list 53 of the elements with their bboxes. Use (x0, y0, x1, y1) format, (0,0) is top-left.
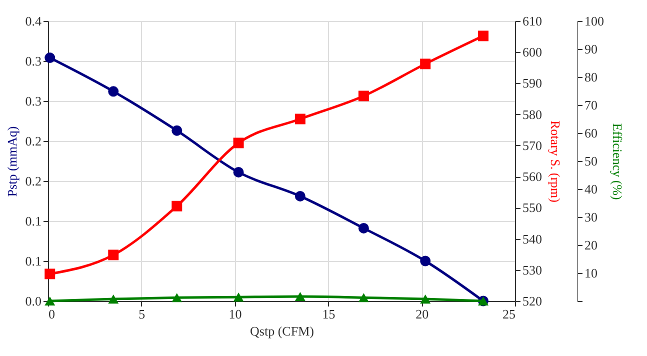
point (108, 86, 119, 97)
y2-tick-label: 530 (522, 262, 542, 278)
point (172, 200, 182, 212)
point (358, 90, 369, 102)
x-axis-title: Qstp (CFM) (250, 324, 314, 338)
y2-tick-label: 610 (522, 14, 542, 28)
y3-tick-label: 20 (584, 238, 598, 252)
y-tick-label: 0.3 (25, 94, 42, 108)
y-tick-label: 0.1 (25, 254, 42, 268)
y-tick-label: 0.0 (25, 294, 42, 308)
x-tick-label: 25 (502, 306, 516, 322)
y3-tick-label: 40 (584, 182, 598, 196)
point (420, 58, 431, 70)
y3-axis-title: Efficiency (%) (610, 123, 625, 200)
y3-tick-label: 10 (584, 266, 598, 280)
point (44, 268, 56, 280)
y2-tick-label: 520 (522, 294, 542, 308)
point (478, 30, 488, 42)
y2-tick-label: 580 (522, 106, 542, 122)
x-tick-label: 20 (416, 306, 429, 322)
point (420, 256, 431, 266)
y2-tick-label: 540 (522, 231, 542, 246)
y2-tick-label: 570 (522, 138, 542, 153)
y-tick-label: 0.3 (25, 54, 42, 68)
y3-tick-label: 50 (584, 154, 598, 168)
point (233, 138, 244, 148)
y-tick-label: 0.2 (25, 134, 42, 148)
y3-tick-label: 80 (584, 70, 598, 84)
point (172, 125, 182, 136)
point (358, 222, 369, 234)
y-tick-label: 0.4 (25, 14, 42, 28)
x-tick-label: 5 (138, 306, 146, 322)
y3-tick-label: 70 (584, 98, 598, 112)
y2-tick-label: 550 (522, 200, 542, 216)
point (44, 52, 56, 64)
x-tick-label: 0 (48, 306, 55, 322)
point (294, 190, 306, 202)
x-tick-label: 15 (322, 306, 336, 322)
point (233, 166, 244, 178)
y2-tick-label: 600 (522, 44, 542, 60)
x-tick-label: 10 (228, 306, 242, 322)
y2-axis-title: Rotary S. (rpm) (548, 120, 563, 202)
y3-tick-label: 60 (584, 126, 598, 140)
y-tick-label: 0.1 (25, 214, 42, 228)
y-axis-title: Pstp (mmAq) (4, 126, 20, 197)
y-tick-label: 0.2 (25, 174, 42, 188)
y3-tick-label: 30 (584, 210, 598, 224)
point (294, 114, 306, 124)
point (108, 250, 119, 260)
y2-tick-label: 560 (522, 169, 542, 184)
y3-tick-label: 100 (584, 14, 604, 28)
y2-tick-label: 590 (522, 76, 542, 91)
y3-tick-label: 90 (584, 42, 598, 56)
